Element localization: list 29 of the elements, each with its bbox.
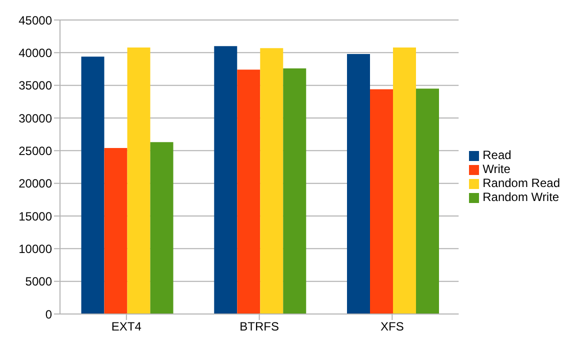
y-tick-label: 20000 bbox=[18, 176, 52, 191]
y-tick-label: 5000 bbox=[25, 274, 52, 289]
bar bbox=[393, 47, 416, 314]
y-tick-label: 25000 bbox=[18, 144, 52, 158]
bar bbox=[237, 70, 260, 314]
bar bbox=[283, 68, 306, 314]
y-tick-label: 35000 bbox=[18, 78, 52, 93]
legend-label: Write bbox=[482, 162, 510, 176]
bar bbox=[416, 88, 439, 314]
bar bbox=[260, 48, 284, 314]
bar bbox=[127, 47, 150, 314]
y-tick-label: 10000 bbox=[18, 242, 52, 256]
y-tick-label: 40000 bbox=[18, 46, 52, 60]
y-tick-label: 15000 bbox=[18, 209, 52, 224]
bar bbox=[347, 54, 370, 314]
y-tick-label: 30000 bbox=[18, 111, 52, 126]
x-tick-label: BTRFS bbox=[240, 320, 279, 334]
x-tick-label: EXT4 bbox=[111, 320, 142, 334]
bar bbox=[150, 142, 174, 314]
bar bbox=[370, 89, 393, 314]
x-tick-label: XFS bbox=[380, 320, 404, 334]
y-tick-label: 0 bbox=[45, 307, 52, 322]
bar bbox=[214, 46, 238, 314]
bar bbox=[104, 148, 128, 314]
y-tick-label: 45000 bbox=[18, 13, 52, 28]
bar bbox=[81, 56, 104, 314]
legend-label: Random Read bbox=[482, 176, 560, 190]
legend-label: Read bbox=[482, 148, 512, 162]
legend-label: Random Write bbox=[482, 190, 560, 204]
